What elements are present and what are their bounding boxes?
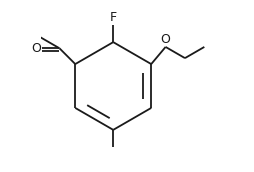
Text: F: F [110,11,117,24]
Text: O: O [31,42,41,55]
Text: O: O [161,33,170,46]
